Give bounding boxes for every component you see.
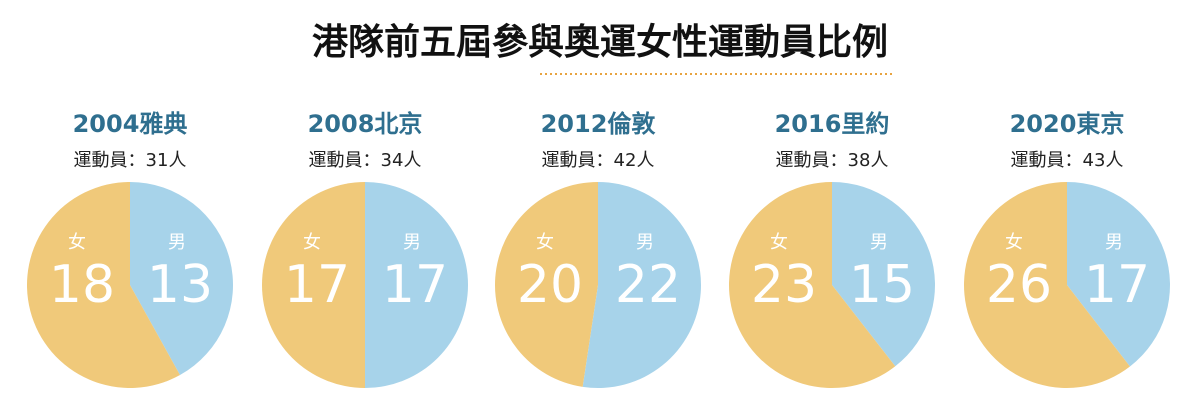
pie-slice: [729, 182, 896, 388]
pie-subtitle: 運動員：34人: [309, 150, 422, 171]
pie-slice: [494, 181, 598, 387]
pie-slice: [582, 182, 701, 388]
pie-slice: [26, 182, 180, 388]
pie-subtitle: 運動員：43人: [1011, 150, 1124, 171]
chart-title: 港隊前五屆參與奧運女性運動員比例: [312, 22, 888, 63]
pie-subtitle: 運動員：31人: [74, 150, 187, 171]
slice-label: 男: [1105, 232, 1123, 253]
pie-slice: [964, 182, 1130, 388]
slice-label: 女: [536, 232, 554, 253]
slice-label: 男: [403, 232, 421, 253]
pie-title: 2016里約: [775, 110, 890, 138]
pie-slice: [1067, 182, 1170, 367]
slice-value: 22: [615, 255, 681, 315]
slice-value: 17: [1084, 255, 1150, 315]
pie-slice: [832, 182, 936, 367]
slice-label: 男: [636, 232, 654, 253]
slice-label: 女: [303, 232, 321, 253]
slice-value: 17: [382, 255, 448, 315]
slice-label: 女: [1005, 232, 1023, 253]
slice-label: 男: [870, 232, 888, 253]
pie-subtitle: 運動員：38人: [776, 150, 889, 171]
slice-label: 女: [68, 232, 86, 253]
pie-title: 2012倫敦: [541, 110, 657, 138]
slice-value: 15: [849, 255, 915, 315]
slice-value: 20: [517, 255, 583, 315]
pie-title: 2008北京: [308, 110, 423, 138]
slice-value: 17: [284, 255, 350, 315]
pie-slice: [365, 182, 468, 388]
pie-slice: [130, 182, 233, 376]
slice-value: 23: [751, 255, 817, 315]
slice-value: 26: [986, 255, 1052, 315]
pie-subtitle: 運動員：42人: [542, 150, 655, 171]
pie-slice: [262, 182, 365, 388]
slice-label: 男: [168, 232, 186, 253]
pie-title: 2020東京: [1010, 110, 1125, 138]
slice-label: 女: [770, 232, 788, 253]
slice-value: 13: [147, 255, 213, 315]
pie-title: 2004雅典: [73, 110, 188, 138]
slice-value: 18: [49, 255, 115, 315]
